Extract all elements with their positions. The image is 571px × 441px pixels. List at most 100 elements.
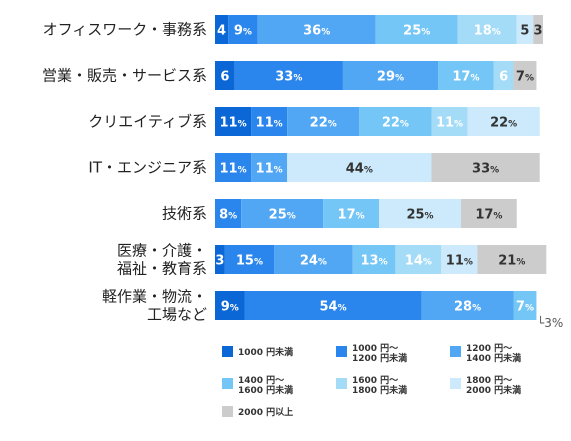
segment-label: 3 xyxy=(215,254,224,269)
segment-label: 13% xyxy=(361,254,388,269)
segment-label: 17% xyxy=(475,208,502,223)
legend-label: 1200 円～ 1400 円未満 xyxy=(466,343,521,364)
legend-label: 1000 円未満 xyxy=(238,346,293,358)
segment-label: 33% xyxy=(472,162,499,177)
segment-label: 21% xyxy=(498,254,525,269)
bar-segment xyxy=(251,153,288,182)
segment-label: 11% xyxy=(219,116,246,131)
bar-segment xyxy=(431,107,468,136)
legend-label: 2000 円以上 xyxy=(238,406,293,418)
segment-label: 22% xyxy=(382,116,409,131)
bar-segment xyxy=(513,291,537,320)
legend-swatch xyxy=(336,346,347,357)
segment-label: 11% xyxy=(436,116,463,131)
segment-label: 22% xyxy=(490,116,517,131)
segment-label: 18% xyxy=(474,24,501,39)
segment-label: 14% xyxy=(405,254,432,269)
bar-segment xyxy=(241,199,324,228)
bar-segment xyxy=(379,199,461,228)
bar-segment xyxy=(431,153,540,182)
bar-segment xyxy=(287,107,360,136)
bar-segment xyxy=(323,199,379,228)
legend-swatch xyxy=(450,378,461,389)
segment-label: 25% xyxy=(269,208,296,223)
bar-segment xyxy=(441,245,478,274)
annotation-3pct: └3% xyxy=(537,315,563,330)
bar-segment xyxy=(287,153,432,182)
legend-label: 1000 円～ 1200 円未満 xyxy=(352,343,407,364)
bar-segment xyxy=(513,61,537,90)
bar-segment xyxy=(224,245,275,274)
category-label: 技術系 xyxy=(162,205,207,223)
segment-label: 11% xyxy=(446,254,473,269)
bar-segment xyxy=(516,15,534,44)
segment-label: 11% xyxy=(256,162,283,177)
bar-segment xyxy=(215,199,242,228)
bar-segment xyxy=(375,15,458,44)
bar-segment xyxy=(533,15,543,44)
segment-label: 44% xyxy=(346,162,373,177)
bar-segment xyxy=(438,61,494,90)
bar-segment xyxy=(251,107,288,136)
bar-segment xyxy=(257,15,376,44)
bar-segment xyxy=(215,107,252,136)
segment-label: 22% xyxy=(310,116,337,131)
bar-segment xyxy=(215,15,229,44)
segment-label: 36% xyxy=(303,24,330,39)
segment-label: 9% xyxy=(234,24,252,39)
bar-segment xyxy=(457,15,517,44)
legend-label: 1600 円～ 1800 円未満 xyxy=(352,375,407,396)
bar-segment xyxy=(421,291,514,320)
segment-label: 11% xyxy=(256,116,283,131)
segment-label: 9% xyxy=(221,300,239,315)
segment-label: 8% xyxy=(219,208,237,223)
legend-label: 1400 円～ 1600 円未満 xyxy=(238,375,293,396)
bar-segment xyxy=(274,245,353,274)
bar-segment xyxy=(234,61,343,90)
category-label: IT・エンジニア系 xyxy=(88,159,207,177)
category-label: 医療・介護・福祉・教育系 xyxy=(117,242,207,278)
category-label: 軽作業・物流・工場など xyxy=(102,288,207,324)
bar-segment xyxy=(215,153,252,182)
bar-segment xyxy=(215,61,235,90)
segment-label: 7% xyxy=(516,70,534,85)
legend-swatch xyxy=(222,406,233,417)
segment-label: 11% xyxy=(219,162,246,177)
segment-label: 24% xyxy=(300,254,327,269)
segment-label: 28% xyxy=(454,300,481,315)
bar-segment xyxy=(467,107,540,136)
legend: 1000 円未満 1000 円～ 1200 円未満 1200 円～ 1400 円未満 14… xyxy=(222,343,521,418)
segment-label: 25% xyxy=(403,24,430,39)
segment-label: 4 xyxy=(217,24,226,39)
segment-label: 7% xyxy=(516,300,534,315)
segment-label: 33% xyxy=(275,70,302,85)
legend-swatch xyxy=(222,346,233,357)
bar-segment xyxy=(244,291,422,320)
legend-label: 1800 円～ 2000 円未満 xyxy=(466,375,521,396)
segment-label: 29% xyxy=(377,70,404,85)
bar-segment xyxy=(342,61,439,90)
bar-segment xyxy=(215,245,225,274)
segment-label: 17% xyxy=(452,70,479,85)
segment-label: 25% xyxy=(406,208,433,223)
bar-segment xyxy=(352,245,396,274)
category-label: 営業・販売・サービス系 xyxy=(42,67,207,85)
segment-label: 54% xyxy=(320,300,347,315)
segment-label: 6 xyxy=(220,70,229,85)
category-label: クリエイティブ系 xyxy=(88,113,207,131)
legend-swatch xyxy=(336,378,347,389)
bar-segment xyxy=(215,291,245,320)
segment-label: 6 xyxy=(499,70,508,85)
segment-label: 17% xyxy=(338,208,365,223)
bar-segment xyxy=(477,245,547,274)
bar-segment xyxy=(461,199,517,228)
bars: 4 9% 36% 25% 18% 5 36 33% 29% 17% 6 7%11% 11% 22% 22% 1… xyxy=(215,15,547,320)
bar-segment xyxy=(395,245,442,274)
category-label: オフィスワーク・事務系 xyxy=(43,21,207,39)
bar-segment xyxy=(228,15,258,44)
segment-label: 15% xyxy=(236,254,263,269)
segment-label: 3 xyxy=(534,24,543,39)
bar-segment xyxy=(493,61,514,90)
